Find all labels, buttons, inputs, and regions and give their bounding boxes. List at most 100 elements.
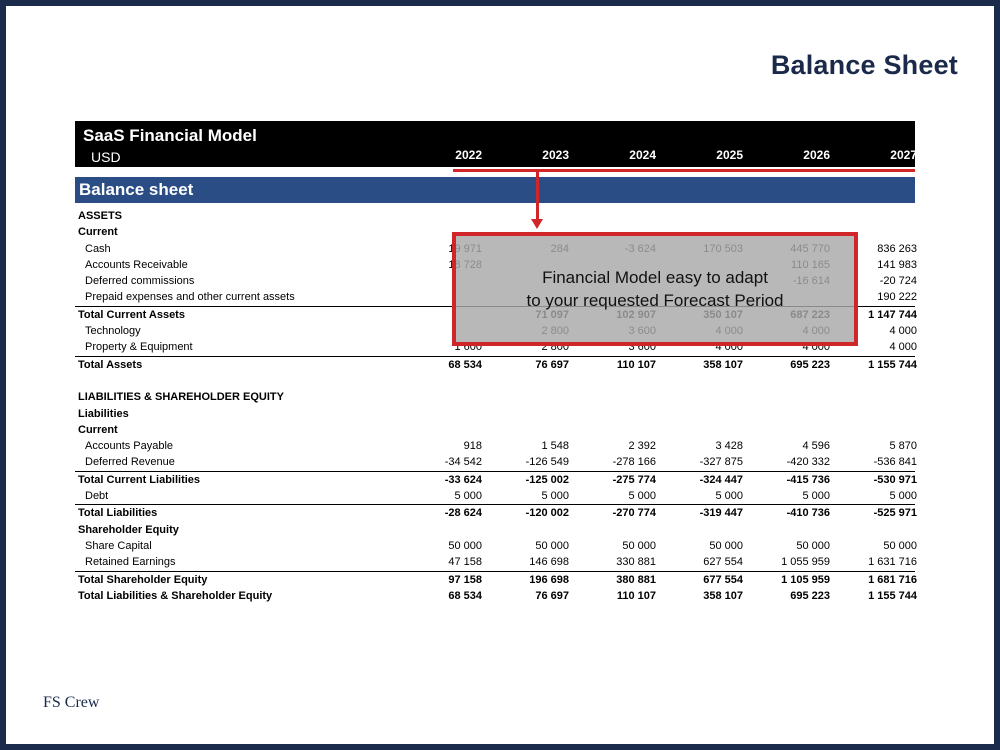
row-label: Total Assets: [78, 358, 143, 371]
cell-value: 196 698: [529, 573, 569, 586]
cell-value: 5 000: [889, 490, 917, 503]
cell-value: 50 000: [535, 539, 569, 552]
cell-value: 695 223: [790, 589, 830, 602]
table-row: Shareholder Equity: [75, 522, 915, 538]
table-row: Total Liabilities -28 624 -120 002 -270 774…: [75, 504, 917, 521]
table-row: Current: [75, 422, 915, 438]
table-row: Deferred Revenue -34 542 -126 549 -278 166 -…: [75, 454, 917, 470]
cell-value: 50 000: [796, 539, 830, 552]
cell-value: -34 542: [444, 456, 482, 469]
callout-line-2: to your requested Forecast Period: [526, 291, 784, 310]
row-label: Current: [78, 423, 118, 436]
model-header: SaaS Financial Model USD 2022 2023 2024 202…: [75, 121, 917, 167]
cell-value: -275 774: [612, 473, 656, 486]
row-label: Total Current Liabilities: [78, 473, 201, 486]
cell-value: -270 774: [612, 507, 656, 520]
cell-value: 677 554: [703, 573, 743, 586]
row-label: Total Shareholder Equity: [78, 573, 208, 586]
year-header-2: 2024: [629, 148, 656, 162]
cell-value: 146 698: [529, 556, 569, 569]
table-row: Current: [75, 224, 915, 240]
cell-value: 1 147 744: [868, 308, 917, 321]
callout-line-1: Financial Model easy to adapt: [542, 268, 768, 287]
row-label: Liabilities: [78, 407, 129, 420]
cell-value: 3 428: [715, 440, 743, 453]
cell-value: 50 000: [448, 539, 482, 552]
cell-value: 330 881: [616, 556, 656, 569]
cell-value: 5 000: [715, 490, 743, 503]
row-label: LIABILITIES & SHAREHOLDER EQUITY: [78, 391, 284, 404]
cell-value: 627 554: [703, 556, 743, 569]
row-label: Accounts Payable: [85, 440, 174, 453]
cell-value: -420 332: [786, 456, 830, 469]
row-label: Technology: [85, 325, 141, 338]
cell-value: 1 631 716: [868, 556, 917, 569]
cell-value: 76 697: [535, 358, 569, 371]
row-label: Retained Earnings: [85, 556, 176, 569]
cell-value: -120 002: [525, 507, 569, 520]
year-header-5: 2027: [890, 148, 917, 162]
row-label: Deferred commissions: [85, 275, 195, 288]
cell-value: 2 392: [628, 440, 656, 453]
arrow-down-icon: [531, 219, 543, 229]
cell-value: 1 548: [541, 440, 569, 453]
cell-value: 836 263: [877, 242, 917, 255]
cell-value: 1 055 959: [781, 556, 830, 569]
cell-value: -319 447: [699, 507, 743, 520]
cell-value: 358 107: [703, 358, 743, 371]
cell-value: 5 000: [802, 490, 830, 503]
cell-value: 1 105 959: [781, 573, 830, 586]
table-row: Retained Earnings 47 158 146 698 330 881 627…: [75, 554, 917, 570]
cell-value: 4 596: [802, 440, 830, 453]
cell-value: 50 000: [622, 539, 656, 552]
row-label: ASSETS: [78, 210, 123, 222]
cell-value: -324 447: [699, 473, 743, 486]
cell-value: 47 158: [448, 556, 482, 569]
row-label: Prepaid expenses and other current asset…: [85, 291, 295, 304]
row-label: Cash: [85, 242, 111, 255]
cell-value: 695 223: [790, 358, 830, 371]
table-row: ASSETS: [75, 208, 915, 224]
cell-value: 68 534: [448, 358, 482, 371]
cell-value: 5 000: [541, 490, 569, 503]
table-row: Debt 5 000 5 000 5 000 5 000 5 000 5 000: [75, 488, 917, 504]
cell-value: -126 549: [525, 456, 569, 469]
row-label: Total Liabilities: [78, 507, 158, 520]
year-header-row: 2022 2023 2024 2025 2026 2027: [321, 121, 917, 167]
arrow-stem: [536, 171, 539, 221]
cell-value: 110 107: [616, 589, 656, 602]
table-row: [75, 373, 915, 389]
year-header-3: 2025: [716, 148, 743, 162]
cell-value: -125 002: [525, 473, 569, 486]
cell-value: -20 724: [879, 275, 917, 288]
year-header-0: 2022: [455, 148, 482, 162]
row-label: Total Current Assets: [78, 308, 185, 321]
cell-value: 50 000: [709, 539, 743, 552]
row-label: Shareholder Equity: [78, 523, 179, 536]
row-label: Property & Equipment: [85, 341, 193, 354]
table-row: Share Capital 50 000 50 000 50 000 50 000 50 …: [75, 538, 917, 554]
cell-value: 5 870: [889, 440, 917, 453]
cell-value: -536 841: [873, 456, 917, 469]
row-label: Share Capital: [85, 539, 152, 552]
table-row: Accounts Payable 918 1 548 2 392 3 428 4 596 5…: [75, 438, 917, 454]
cell-value: 4 000: [889, 341, 917, 354]
brand-logo-text: FS Crew: [43, 694, 100, 711]
year-header-1: 2023: [542, 148, 569, 162]
row-label: Current: [78, 226, 118, 239]
row-label: Deferred Revenue: [85, 456, 175, 469]
model-currency: USD: [91, 149, 121, 165]
forecast-period-bracket: [453, 169, 915, 172]
cell-value: 1 155 744: [868, 589, 917, 602]
cell-value: 141 983: [877, 258, 917, 271]
table-row: Liabilities: [75, 406, 915, 422]
cell-value: -410 736: [786, 507, 830, 520]
callout-text: Financial Model easy to adapt to your re…: [456, 266, 854, 312]
cell-value: 50 000: [883, 539, 917, 552]
table-row: LIABILITIES & SHAREHOLDER EQUITY: [75, 389, 915, 405]
row-label: Debt: [85, 490, 109, 503]
cell-value: -33 624: [444, 473, 482, 486]
cell-value: 1 681 716: [868, 573, 917, 586]
balance-sheet-table: ASSETSCurrentCash19 971284-3 624170 5034…: [75, 208, 917, 604]
cell-value: -278 166: [612, 456, 656, 469]
